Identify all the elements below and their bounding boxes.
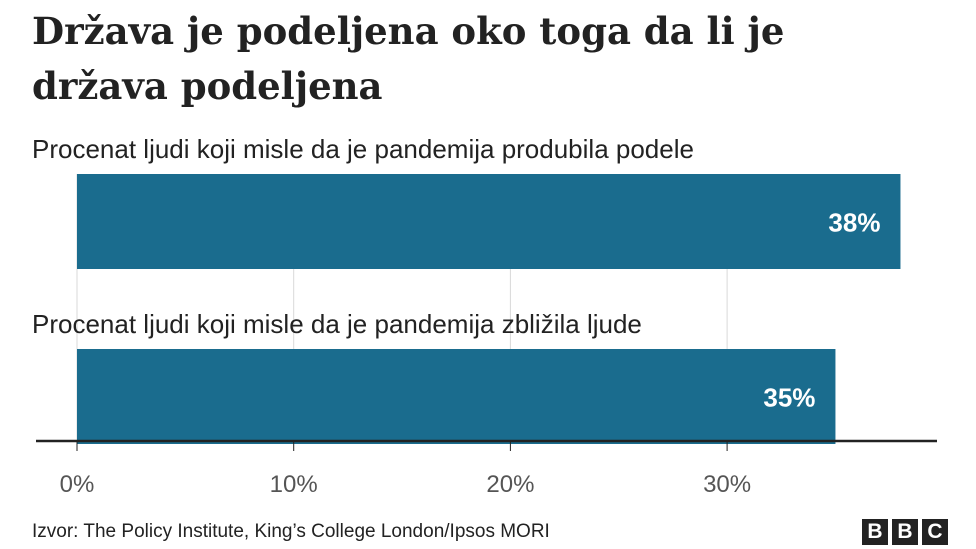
logo-letter: B	[862, 519, 888, 545]
bars: Procenat ljudi koji misle da je pandemij…	[32, 134, 901, 444]
category-label: Procenat ljudi koji misle da je pandemij…	[32, 134, 694, 164]
tick-label: 30%	[703, 471, 751, 498]
source-note: Izvor: The Policy Institute, King’s Coll…	[32, 521, 550, 542]
tick-label: 10%	[270, 471, 318, 498]
tick-label: 20%	[486, 471, 534, 498]
logo-letter: C	[922, 519, 948, 545]
category-label: Procenat ljudi koji misle da je pandemij…	[32, 309, 642, 339]
bbc-logo: B B C	[862, 519, 948, 545]
bar	[77, 349, 836, 444]
x-axis: 0% 10% 20% 30%	[36, 439, 937, 498]
logo-letter: B	[892, 519, 918, 545]
value-label: 35%	[763, 383, 815, 413]
chart-title: Država je podeljena oko toga da li je dr…	[32, 9, 785, 108]
tick-label: 0%	[60, 471, 95, 498]
value-label: 38%	[828, 208, 880, 238]
bar	[77, 174, 901, 269]
